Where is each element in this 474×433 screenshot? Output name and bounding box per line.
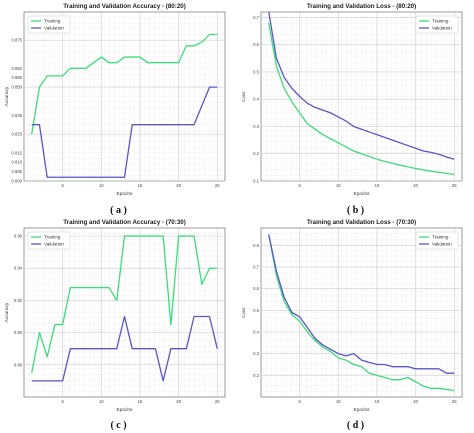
- y-tick-label: 0.7: [253, 265, 259, 270]
- x-tick-label: 10: [99, 399, 104, 404]
- chart-b: Training and Validation Loss - (80:20) 5 1…: [241, 3, 463, 197]
- legend-box: [27, 231, 71, 250]
- x-tick-label: 15: [138, 399, 143, 404]
- y-tick-label: 0.835: [12, 113, 23, 118]
- legend-box: [27, 15, 71, 34]
- caption-d: ( d ): [346, 420, 365, 431]
- chart-d: Training and Validation Loss - (70:30) 5 1…: [241, 219, 463, 413]
- legend-box: [415, 231, 459, 250]
- caption-b: ( b ): [346, 205, 365, 216]
- x-tick-label: 5: [61, 399, 64, 404]
- chart-title: Training and Validation Accuracy - (70:3…: [63, 219, 186, 226]
- chart-panel-c: Training and Validation Accuracy - (70:3…: [0, 216, 237, 433]
- series-line-training: [31, 33, 218, 135]
- legend-label: Training: [44, 19, 61, 24]
- caption-c: ( c ): [110, 420, 127, 431]
- y-tick-label: 0.815: [12, 150, 23, 155]
- x-tick-label: 10: [336, 399, 341, 404]
- chart-title: Training and Validation Accuracy - (80:2…: [63, 3, 186, 10]
- series-line-validation: [31, 315, 218, 382]
- y-tick-label: 0.800: [12, 179, 23, 184]
- y-tick-label: 0.850: [12, 85, 23, 90]
- y-tick-label: 0.7: [253, 15, 259, 20]
- x-tick-label: 25: [215, 399, 220, 404]
- chart-panel-b: Training and Validation Loss - (80:20) 5 1…: [237, 0, 474, 216]
- x-tick-label: 10: [336, 183, 341, 188]
- y-tick-label: 0.4: [253, 330, 259, 335]
- x-tick-label: 25: [452, 183, 457, 188]
- legend-label: Validation: [44, 242, 64, 247]
- y-tick-label: 0.875: [12, 38, 23, 43]
- series-line-training: [268, 22, 455, 176]
- x-axis-label: Epochs: [354, 191, 371, 197]
- y-tick-label: 0.810: [12, 160, 23, 165]
- x-tick-label: 20: [176, 399, 181, 404]
- y-tick-label: 0.90: [14, 330, 23, 335]
- chart-title: Training and Validation Loss - (70:30): [307, 219, 416, 226]
- chart-a: Training and Validation Accuracy - (80:2…: [4, 3, 226, 197]
- series-line-training: [268, 234, 455, 392]
- y-tick-label: 0.4: [253, 97, 259, 102]
- legend-box: [415, 15, 459, 34]
- x-axis-label: Epochs: [117, 407, 134, 413]
- x-tick-label: 15: [375, 399, 380, 404]
- y-tick-label: 0.855: [12, 75, 23, 80]
- y-tick-label: 0.3: [253, 351, 259, 356]
- y-tick-label: 0.3: [253, 124, 259, 129]
- chart-panel-a: Training and Validation Accuracy - (80:2…: [0, 0, 237, 216]
- y-tick-label: 0.6: [253, 286, 259, 291]
- y-tick-label: 0.1: [253, 179, 259, 184]
- y-tick-label: 0.88: [14, 362, 23, 367]
- x-tick-label: 15: [375, 183, 380, 188]
- y-tick-label: 0.5: [253, 69, 259, 74]
- legend-label: Training: [432, 19, 449, 24]
- y-tick-label: 0.805: [12, 169, 23, 174]
- legend-label: Training: [44, 235, 61, 240]
- y-tick-label: 0.5: [253, 308, 259, 313]
- x-tick-label: 25: [215, 183, 220, 188]
- y-tick-label: 0.96: [14, 234, 23, 239]
- x-tick-label: 5: [298, 183, 301, 188]
- chart-panel-d: Training and Validation Loss - (70:30) 5 1…: [237, 216, 474, 433]
- legend-label: Validation: [432, 242, 452, 247]
- series-line-training: [31, 235, 218, 373]
- caption-a: ( a ): [110, 205, 127, 216]
- y-axis-label: Loss: [241, 91, 247, 102]
- legend-label: Validation: [44, 26, 64, 31]
- y-axis-label: Accuracy: [4, 86, 10, 106]
- legend-label: Validation: [432, 26, 452, 31]
- series-line-validation: [31, 86, 218, 178]
- chart-c: Training and Validation Accuracy - (70:3…: [4, 219, 226, 413]
- x-axis-label: Epochs: [354, 407, 371, 413]
- legend-label: Training: [432, 235, 449, 240]
- x-tick-label: 20: [413, 399, 418, 404]
- x-tick-label: 25: [452, 399, 457, 404]
- series-line-validation: [268, 234, 455, 374]
- x-tick-label: 20: [413, 183, 418, 188]
- y-tick-label: 0.2: [253, 373, 259, 378]
- y-tick-label: 0.92: [14, 298, 23, 303]
- y-tick-label: 0.860: [12, 66, 23, 71]
- y-tick-label: 0.6: [253, 42, 259, 47]
- y-axis-label: Accuracy: [4, 302, 10, 322]
- x-tick-label: 5: [298, 399, 301, 404]
- x-tick-label: 20: [176, 183, 181, 188]
- x-tick-label: 5: [61, 183, 64, 188]
- y-tick-label: 0.94: [14, 266, 23, 271]
- series-line-validation: [268, 11, 455, 160]
- y-axis-label: Loss: [241, 307, 247, 318]
- x-tick-label: 10: [99, 183, 104, 188]
- x-axis-label: Epochs: [117, 191, 134, 197]
- y-tick-label: 0.8: [253, 243, 259, 248]
- chart-title: Training and Validation Loss - (80:20): [307, 3, 416, 10]
- y-tick-label: 0.2: [253, 151, 259, 156]
- x-tick-label: 15: [138, 183, 143, 188]
- y-tick-label: 0.825: [12, 132, 23, 137]
